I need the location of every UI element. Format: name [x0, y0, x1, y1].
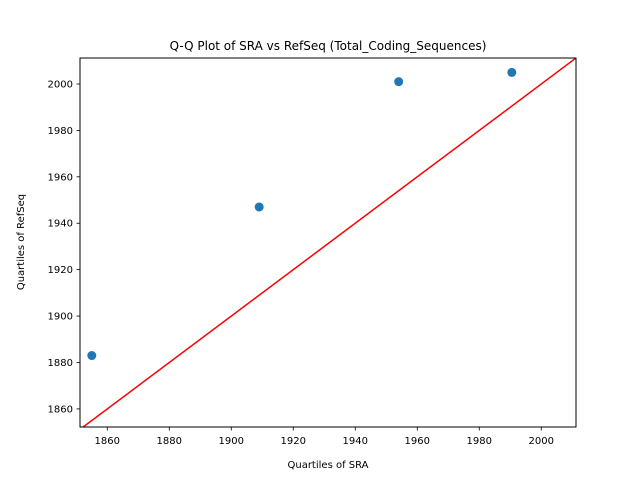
plot-frame: [79, 57, 577, 428]
data-point: [254, 202, 264, 212]
x-tick-label: 1960: [405, 436, 430, 447]
y-tick-label: 1920: [48, 265, 73, 276]
x-tick-label: 1920: [281, 436, 306, 447]
plot-area: [79, 57, 577, 428]
x-tick-label: 1940: [343, 436, 368, 447]
y-tick-label: 1960: [48, 172, 73, 183]
data-point: [87, 351, 97, 361]
x-tick-label: 1860: [95, 436, 120, 447]
y-tick-label: 1940: [48, 219, 73, 230]
x-axis-label: Quartiles of SRA: [287, 460, 368, 471]
x-axis: 1860 1880 1900 1920 1940 1960 1980 2000: [95, 427, 554, 447]
y-tick-label: 1880: [48, 358, 73, 369]
y-tick-label: 2000: [48, 79, 73, 90]
x-tick-label: 1980: [467, 436, 492, 447]
y-axis-label: Quartiles of RefSeq: [16, 194, 27, 290]
y-tick-label: 1980: [48, 126, 73, 137]
y-tick-label: 1860: [48, 404, 73, 415]
data-point: [394, 77, 404, 87]
x-tick-label: 2000: [529, 436, 554, 447]
x-tick-label: 1880: [157, 436, 182, 447]
y-axis: 1860 1880 1900 1920 1940 1960 1980 2000: [48, 79, 80, 415]
data-point: [507, 67, 517, 77]
reference-line: [81, 58, 576, 427]
x-tick-label: 1900: [219, 436, 244, 447]
chart-title: Q-Q Plot of SRA vs RefSeq (Total_Coding_…: [170, 39, 487, 53]
y-tick-label: 1900: [48, 312, 73, 323]
